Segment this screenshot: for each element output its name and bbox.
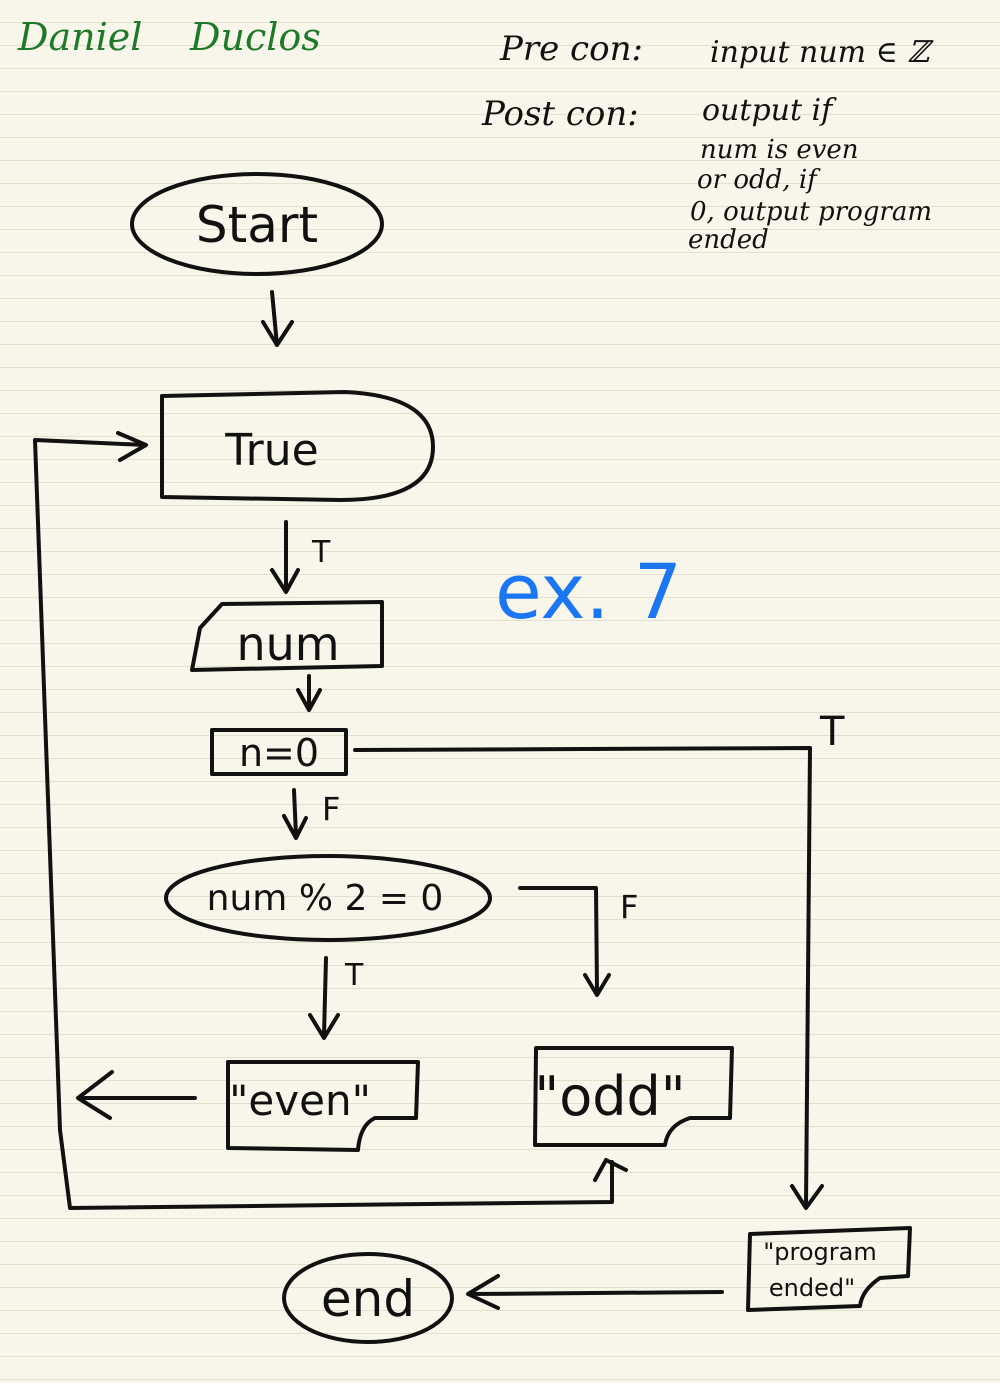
edge-label-even-true: T xyxy=(344,958,364,993)
post-condition-line-2: num is even xyxy=(700,135,859,165)
edge-label-zero-true: T xyxy=(819,709,845,755)
output-even-shape xyxy=(226,1060,420,1152)
arrow-even-left xyxy=(76,1070,197,1120)
arrow-check-even-true xyxy=(308,956,340,1040)
arrow-check-even-false xyxy=(518,886,611,997)
input-num-shape xyxy=(190,600,384,672)
post-condition-line-4: 0, output program xyxy=(690,197,932,227)
output-ended-label-line1: "program xyxy=(763,1238,876,1266)
edge-label-loop-true: T xyxy=(311,535,331,570)
loop-back-line xyxy=(33,431,614,1210)
check-zero-box xyxy=(210,728,348,776)
exercise-label: ex. 7 xyxy=(495,547,682,636)
post-condition-line-5: ended xyxy=(688,225,769,255)
output-ended-shape xyxy=(746,1226,912,1312)
start-label: Start xyxy=(196,196,318,254)
arrow-input-to-check-zero xyxy=(296,674,322,712)
loop-condition-label: True xyxy=(224,425,318,476)
arrow-ended-to-end xyxy=(466,1274,724,1310)
post-condition-line-3: or odd, if xyxy=(697,165,821,195)
check-even-label: num % 2 = 0 xyxy=(207,878,444,919)
post-condition-label: Post con: xyxy=(481,94,639,134)
arrow-check-zero-true xyxy=(353,746,824,1210)
arrow-loop-to-input xyxy=(270,520,300,594)
post-condition-line-1: output if xyxy=(702,93,837,128)
pre-condition-label: Pre con: xyxy=(499,29,643,69)
arrow-check-zero-false xyxy=(282,788,308,840)
end-terminal xyxy=(282,1252,454,1344)
output-ended-label-line2: ended" xyxy=(769,1274,855,1302)
start-terminal xyxy=(130,172,384,276)
edge-label-zero-false: F xyxy=(322,790,340,828)
check-zero-label: n=0 xyxy=(239,731,319,775)
pre-condition-text: input num ∈ ℤ xyxy=(710,35,934,70)
output-odd-label: "odd" xyxy=(534,1065,685,1128)
end-label: end xyxy=(321,1270,415,1328)
output-odd-shape xyxy=(533,1046,734,1147)
loop-back-arrowhead-odd xyxy=(593,1158,628,1182)
arrow-start-to-loop xyxy=(261,290,294,347)
output-even-label: "even" xyxy=(229,1076,371,1125)
author-last-name: Duclos xyxy=(189,15,321,59)
check-even-shape xyxy=(164,854,492,942)
author-first-name: Daniel xyxy=(17,15,142,59)
edge-label-even-false: F xyxy=(620,888,638,926)
loop-condition-shape xyxy=(160,390,435,502)
input-num-label: num xyxy=(236,617,339,671)
